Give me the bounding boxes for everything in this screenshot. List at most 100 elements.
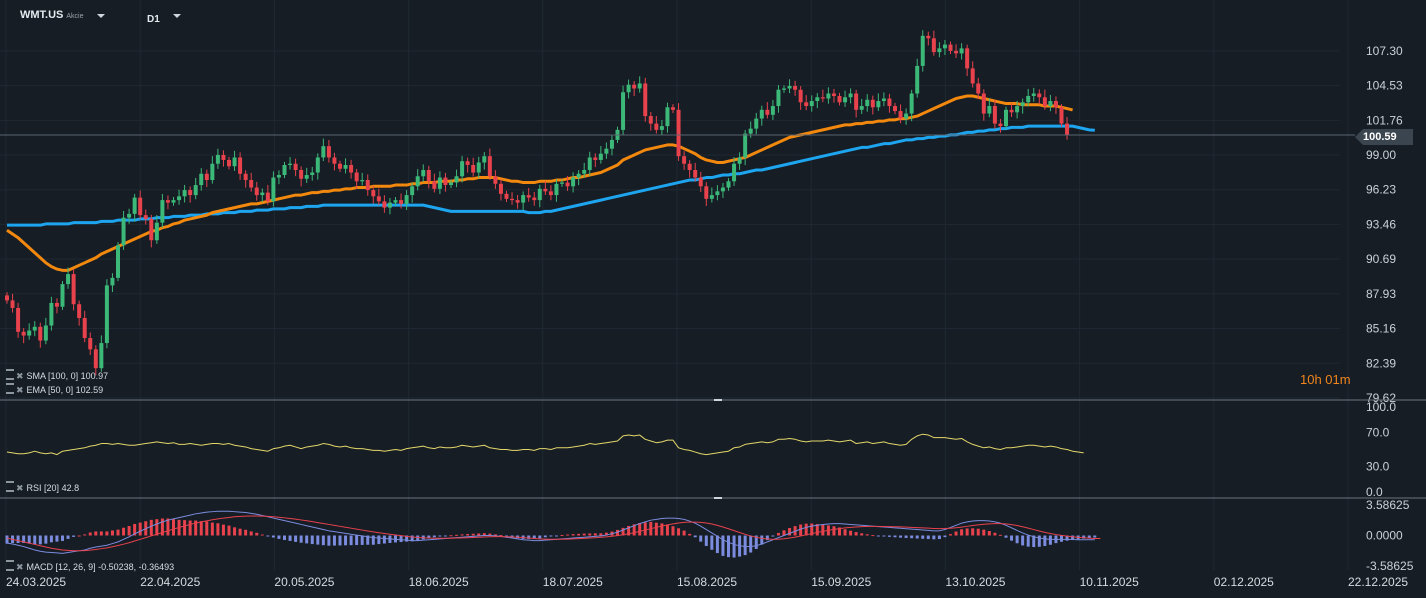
macd-histogram-bar: [788, 528, 792, 536]
macd-histogram-bar: [654, 522, 658, 536]
candle-body: [565, 182, 570, 187]
candle-body: [498, 183, 503, 194]
settings-icon[interactable]: [6, 369, 14, 380]
candle-body: [704, 186, 709, 199]
candle-body: [349, 164, 354, 173]
candle-body: [837, 96, 842, 103]
symbol-title[interactable]: WMT.US Akcie: [20, 9, 84, 21]
candle-body: [221, 154, 226, 160]
macd-histogram-bar: [976, 528, 980, 536]
candle-body: [654, 123, 659, 130]
macd-histogram-bar: [998, 534, 1002, 536]
candle-body: [471, 164, 476, 173]
candle-body: [609, 139, 614, 149]
timeframe-dropdown-icon[interactable]: [173, 14, 181, 18]
candle-body: [288, 163, 293, 165]
candle-body: [310, 172, 315, 176]
candle-body: [554, 183, 559, 196]
macd-histogram-bar: [1043, 535, 1047, 546]
candle-body: [143, 215, 148, 219]
candle-body: [71, 274, 76, 305]
candle-body: [1015, 106, 1020, 113]
timeframe-label[interactable]: D1: [147, 14, 160, 25]
symbol-dropdown-icon[interactable]: [97, 14, 105, 18]
macd-histogram-bar: [455, 534, 459, 536]
candle-body: [920, 35, 925, 66]
macd-histogram-bar: [72, 535, 76, 537]
candle-body: [404, 195, 409, 204]
candle-body: [232, 157, 237, 167]
macd-histogram-bar: [27, 535, 31, 544]
candle-body: [765, 109, 770, 115]
ema-legend[interactable]: ✖ EMA [50, 0] 102.59: [6, 383, 103, 396]
rsi-tick-label: 30.0: [1366, 460, 1390, 474]
macd-histogram-bar: [310, 535, 314, 545]
macd-histogram-bar: [743, 535, 747, 556]
macd-histogram-bar: [987, 531, 991, 536]
pane-resize-handle[interactable]: [714, 399, 722, 401]
macd-histogram-bar: [122, 527, 126, 536]
candle-body: [726, 181, 731, 188]
candle-body: [759, 109, 764, 119]
settings-icon[interactable]: [6, 560, 14, 571]
macd-legend[interactable]: ✖ MACD [12, 26, 9] -0.50238, -0.36493: [6, 560, 174, 573]
candle-body: [482, 156, 487, 163]
macd-histogram-bar: [754, 535, 758, 549]
macd-histogram-bar: [49, 535, 53, 543]
settings-icon[interactable]: [6, 383, 14, 394]
close-icon[interactable]: ✖: [16, 371, 24, 381]
candle-body: [110, 277, 115, 286]
macd-histogram-bar: [949, 534, 952, 536]
candle-body: [193, 185, 198, 196]
price-tick-label: 82.39: [1366, 356, 1396, 370]
candle-body: [243, 173, 248, 181]
macd-histogram-bar: [921, 535, 925, 539]
settings-icon[interactable]: [6, 481, 14, 492]
close-icon[interactable]: ✖: [16, 483, 24, 493]
date-tick-label: 22.12.2025: [1348, 575, 1408, 589]
rsi-value: 42.8: [61, 483, 80, 493]
macd-histogram-bar: [593, 533, 597, 536]
candle-body: [282, 164, 287, 176]
candle-body: [693, 170, 698, 178]
macd-histogram-bar: [477, 533, 481, 536]
candle-body: [493, 176, 498, 184]
macd-histogram-bar: [932, 535, 936, 540]
candle-body: [54, 302, 59, 307]
candle-body: [88, 338, 93, 350]
macd-histogram-bar: [88, 532, 92, 536]
candle-body: [1026, 96, 1031, 103]
pane-resize-handle[interactable]: [714, 497, 722, 499]
candle-body: [665, 107, 670, 127]
candle-body: [526, 195, 531, 198]
sma-legend[interactable]: ✖ SMA [100, 0] 100.97: [6, 369, 108, 382]
close-icon[interactable]: ✖: [16, 562, 24, 572]
rsi-tick-label: 100.0: [1366, 400, 1396, 414]
macd-histogram-bar: [188, 520, 192, 536]
macd-histogram-bar: [715, 535, 719, 554]
macd-histogram-bar: [721, 535, 725, 556]
macd-histogram-bar: [471, 533, 475, 536]
macd-histogram-bar: [554, 535, 558, 537]
candle-body: [343, 164, 348, 169]
candle-body: [238, 157, 243, 174]
macd-value: -0.50238, -0.36493: [98, 562, 175, 572]
macd-histogram-bar: [549, 535, 553, 537]
candle-body: [454, 176, 459, 183]
close-icon[interactable]: ✖: [16, 385, 24, 395]
candle-body: [426, 170, 431, 182]
rsi-legend[interactable]: ✖ RSI [20] 42.8: [6, 481, 79, 494]
candle-body: [548, 191, 553, 196]
candle-body: [387, 202, 392, 208]
macd-histogram-bar: [22, 535, 26, 543]
macd-histogram-bar: [588, 533, 592, 536]
candle-body: [848, 93, 853, 98]
macd-histogram-bar: [61, 535, 64, 541]
candle-body: [10, 300, 15, 308]
candle-body: [881, 98, 886, 102]
macd-histogram-bar: [505, 535, 508, 537]
candle-body: [1048, 101, 1053, 107]
candle-body: [465, 161, 470, 165]
candle-body: [854, 93, 859, 110]
